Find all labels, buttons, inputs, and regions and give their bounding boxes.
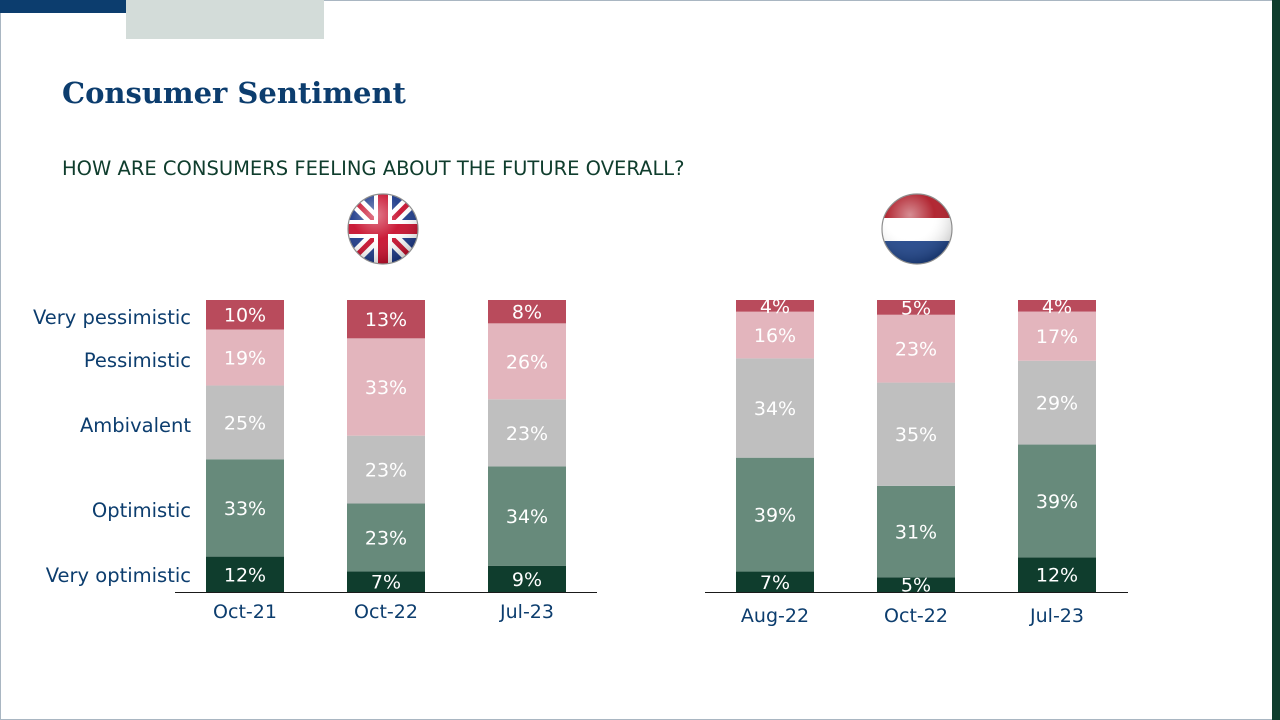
bar-segment-optimistic [347, 503, 425, 572]
bar-segment-very-pessimistic [736, 300, 814, 312]
data-label: 35% [895, 424, 937, 446]
bar-segment-pessimistic [1018, 311, 1096, 361]
bar-segment-ambivalent [736, 358, 814, 458]
legend-label-very-optimistic: Very optimistic [46, 564, 191, 587]
data-label: 7% [760, 572, 790, 594]
bar-segment-optimistic [736, 457, 814, 572]
bar-segment-pessimistic [206, 329, 284, 386]
data-label: 23% [365, 527, 407, 549]
bar-segment-ambivalent [347, 435, 425, 504]
bar-segment-very-optimistic [488, 565, 566, 592]
data-label: 12% [224, 564, 266, 586]
bar-segment-very-pessimistic [206, 300, 284, 330]
legend-label-optimistic: Optimistic [92, 499, 191, 522]
x-tick-label: Jul-23 [1029, 605, 1084, 627]
data-label: 19% [224, 348, 266, 370]
data-label: 39% [754, 505, 796, 527]
data-label: 39% [1036, 491, 1078, 513]
bar-segment-very-pessimistic [488, 300, 566, 324]
x-tick-label: Oct-22 [884, 605, 948, 627]
united-kingdom-flag-icon [346, 192, 420, 270]
data-label: 7% [371, 572, 401, 594]
data-label: 33% [224, 498, 266, 520]
bar-segment-ambivalent [877, 382, 955, 486]
header-accent-block [126, 0, 324, 39]
x-tick-label: Jul-23 [499, 601, 554, 623]
bar-segment-very-optimistic [1018, 557, 1096, 592]
data-label: 12% [1036, 565, 1078, 587]
bar-segment-pessimistic [347, 338, 425, 436]
bar-segment-pessimistic [736, 311, 814, 359]
data-label: 33% [365, 377, 407, 399]
data-label: 31% [895, 522, 937, 544]
right-edge-bar [1272, 0, 1280, 720]
x-tick-label: Oct-21 [213, 601, 277, 623]
bar-segment-ambivalent [206, 385, 284, 460]
bar-segment-optimistic [1018, 444, 1096, 558]
data-label: 9% [512, 569, 542, 591]
data-label: 23% [365, 460, 407, 482]
bar-segment-pessimistic [877, 314, 955, 383]
bar-segment-optimistic [206, 459, 284, 557]
netherlands-flag-icon [880, 192, 954, 270]
data-label: 25% [224, 412, 266, 434]
x-tick-label: Oct-22 [354, 601, 418, 623]
bar-segment-very-pessimistic [1018, 300, 1096, 312]
data-label: 10% [224, 305, 266, 327]
data-label: 34% [506, 506, 548, 528]
data-label: 29% [1036, 393, 1078, 415]
data-label: 13% [365, 309, 407, 331]
bar-segment-very-optimistic [877, 577, 955, 592]
bar-segment-very-optimistic [206, 556, 284, 592]
data-label: 17% [1036, 326, 1078, 348]
data-label: 5% [901, 575, 931, 597]
data-label: 8% [512, 302, 542, 324]
bar-segment-very-optimistic [736, 571, 814, 592]
bar-segment-very-pessimistic [347, 300, 425, 339]
x-tick-label: Aug-22 [741, 605, 809, 627]
data-label: 4% [1042, 296, 1072, 318]
bar-segment-ambivalent [488, 399, 566, 467]
data-label: 4% [760, 296, 790, 318]
data-label: 26% [506, 351, 548, 373]
legend-label-ambivalent: Ambivalent [80, 414, 191, 437]
data-label: 23% [895, 339, 937, 361]
bar-segment-pessimistic [488, 323, 566, 400]
data-label: 34% [754, 398, 796, 420]
bar-segment-very-pessimistic [877, 300, 955, 315]
legend-label-pessimistic: Pessimistic [84, 349, 191, 372]
page-title: Consumer Sentiment [62, 76, 406, 110]
bar-segment-very-optimistic [347, 571, 425, 592]
bar-segment-optimistic [488, 466, 566, 566]
legend-label-very-pessimistic: Very pessimistic [33, 306, 191, 329]
bar-segment-ambivalent [1018, 360, 1096, 445]
data-label: 23% [506, 423, 548, 445]
data-label: 5% [901, 297, 931, 319]
data-label: 16% [754, 325, 796, 347]
chart-subtitle: HOW ARE CONSUMERS FEELING ABOUT THE FUTU… [62, 157, 685, 180]
bar-segment-optimistic [877, 485, 955, 578]
